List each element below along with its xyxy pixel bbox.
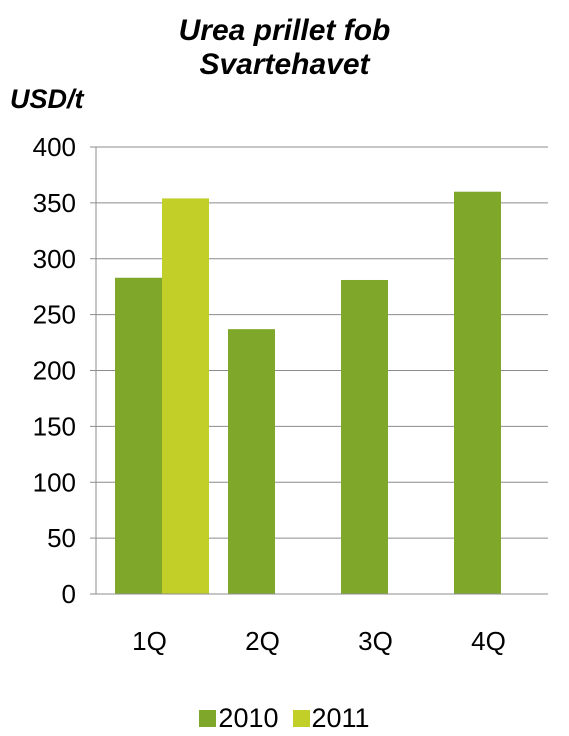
x-tick-label-4Q: 4Q <box>471 626 506 656</box>
y-tick-label-250: 250 <box>33 300 76 330</box>
y-tick-label-350: 350 <box>33 188 76 218</box>
legend: 2010 2011 <box>0 703 569 734</box>
bar-2010-2Q <box>228 329 275 594</box>
x-tick-label-2Q: 2Q <box>245 626 280 656</box>
legend-label-2011: 2011 <box>311 703 370 733</box>
y-tick-label-0: 0 <box>62 579 76 609</box>
y-tick-label-100: 100 <box>33 467 76 497</box>
legend-label-2010: 2010 <box>218 703 279 733</box>
legend-item-2011: 2011 <box>292 703 370 734</box>
bar-2010-3Q <box>341 279 388 594</box>
x-tick-label-3Q: 3Q <box>358 626 393 656</box>
chart-title-line-2: Svartehavet <box>199 48 370 81</box>
legend-swatch-2010 <box>199 710 217 727</box>
y-tick-label-200: 200 <box>33 356 76 386</box>
y-tick-label-150: 150 <box>33 411 76 441</box>
bar-2011-1Q <box>162 198 209 594</box>
y-tick-label-300: 300 <box>33 244 76 274</box>
y-tick-label-400: 400 <box>33 132 76 162</box>
chart-title-line-1: Urea prillet fob <box>178 14 391 47</box>
y-axis-label: USD/t <box>10 84 84 114</box>
x-tick-label-1Q: 1Q <box>132 626 167 656</box>
bar-2010-1Q <box>115 277 162 594</box>
legend-item-2010: 2010 <box>199 703 279 734</box>
bar-2010-4Q <box>454 191 501 594</box>
y-tick-label-50: 50 <box>47 523 76 553</box>
legend-swatch-2011 <box>292 710 310 727</box>
